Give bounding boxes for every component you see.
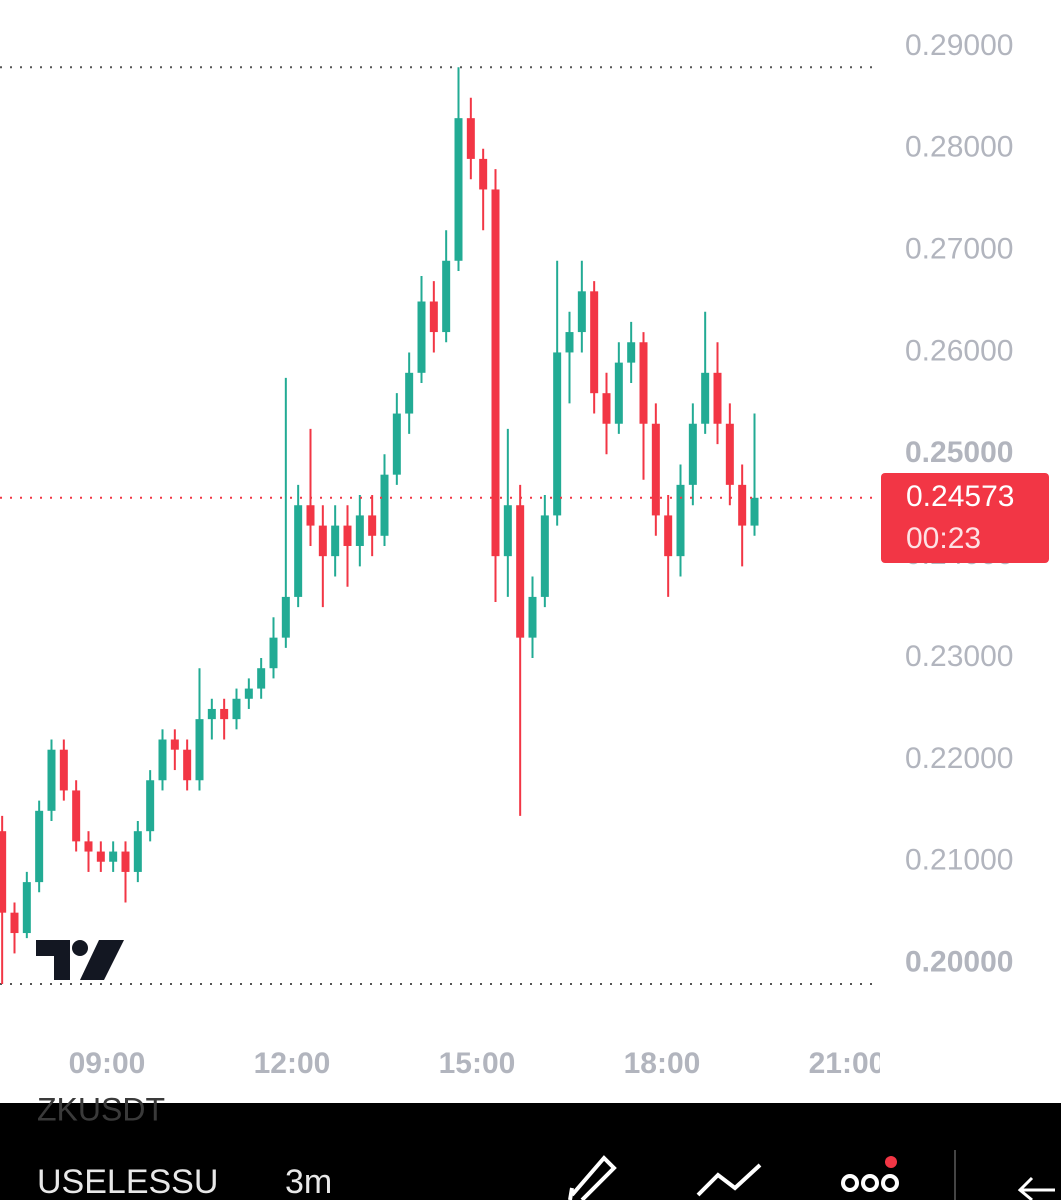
candle-body [614,362,623,424]
y-tick-label: 0.28000 [905,131,1013,164]
candle-body [750,497,759,526]
x-tick-label: 18:00 [624,1047,701,1080]
x-tick-label: 21:00 [809,1047,886,1080]
y-tick-label: 0.26000 [905,334,1013,367]
candle-body [602,393,611,424]
y-tick-label: 0.27000 [905,232,1013,265]
candle-body [121,851,130,872]
x-tick-label: 09:00 [69,1047,146,1080]
tradingview-logo [36,940,124,980]
candle-body [269,637,278,669]
axes: 0.290000.280000.270000.260000.250000.240… [905,29,1013,979]
candle-body [540,515,549,597]
candle-body [405,372,414,414]
candle-body [725,423,734,485]
candle-body [72,790,81,842]
candle-body [244,688,253,699]
candle-body [442,260,451,333]
candle-body [417,301,426,373]
x-axis: 09:00 12:00 15:00 18:00 21:00 [69,1047,886,1080]
candle-body [183,749,192,781]
x-tick-label: 15:00 [439,1047,516,1080]
candle-body [96,851,105,862]
plot [0,66,880,985]
candle-body [688,423,697,485]
candle-body [590,291,599,394]
trend-tool[interactable] [696,1163,762,1197]
candle-body [553,352,562,516]
y-tick-label: 0.25000 [905,436,1013,469]
more-button[interactable] [841,1156,899,1192]
x-tick-label: 12:00 [254,1047,331,1080]
candle-body [479,158,488,190]
candle-body [170,739,179,750]
candle-body [146,780,155,832]
candle-body [651,423,660,516]
candle-body [47,749,56,811]
candle-body [84,841,93,852]
y-tick-label: 0.22000 [905,742,1013,775]
candle-body [158,739,167,781]
candle-body [294,505,303,597]
candle-body [676,484,685,557]
candle-body [207,708,216,720]
candle-body [59,749,68,791]
last-price: 0.24573 [906,480,1014,513]
candle-body [429,301,438,333]
previous-symbol: ZKUSDT [37,1091,165,1127]
candle-body [195,719,204,781]
candle-body [331,525,340,557]
candle-body [713,372,722,424]
price-badge [881,473,1049,563]
candle-body [466,118,475,159]
candle-body [22,882,31,934]
candle-body [0,831,7,913]
candle-body [281,596,290,638]
candle-body [355,515,364,546]
candle-body [565,332,574,353]
candle-body [639,342,648,424]
candle-body [491,189,500,557]
candle-body [528,596,537,638]
candle-body [10,912,19,934]
y-tick-label: 0.29000 [905,29,1013,62]
candle-body [503,505,512,557]
candle-body [133,831,142,872]
candle-body [627,342,636,363]
candle-body [35,810,44,883]
interval[interactable]: 3m [285,1163,332,1200]
candle-body [577,291,586,333]
candle-body [257,668,266,689]
candle-body [738,484,747,526]
countdown: 00:23 [906,522,981,555]
candle-body [516,505,525,638]
candle-body [109,851,118,862]
candle-body [664,515,673,557]
y-tick-label: 0.21000 [905,844,1013,877]
y-tick-label: 0.20000 [905,946,1013,979]
back-button[interactable] [1017,1176,1055,1200]
symbol[interactable]: USELESSU [37,1163,218,1200]
draw-tool[interactable] [568,1155,617,1200]
candle-body [701,372,710,424]
candle-body [318,525,327,557]
candle-body [392,413,401,475]
candle-body [380,474,389,536]
candle-body [343,525,352,546]
candle-body [220,708,229,720]
candle-body [232,698,241,720]
candle-body [454,118,463,261]
y-tick-label: 0.23000 [905,640,1013,673]
candle-body [368,515,377,536]
candle-body [306,505,315,526]
